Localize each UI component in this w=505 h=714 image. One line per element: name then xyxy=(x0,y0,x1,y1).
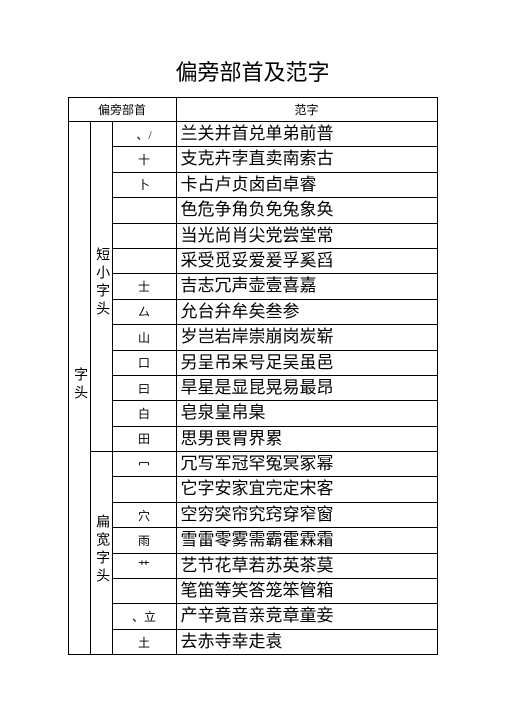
examples-cell: 皂泉皇帛臬 xyxy=(176,401,437,426)
examples-cell: 采受觅妥爱爰孚奚舀 xyxy=(176,248,437,273)
group-label: 短小字头 xyxy=(90,122,112,452)
table-row: 采受觅妥爱爰孚奚舀 xyxy=(68,248,437,273)
radical-cell: 山 xyxy=(112,325,176,350)
table-row: 穴空穷突帘究窍穿窄窗 xyxy=(68,502,437,527)
examples-cell: 去赤寺幸走袁 xyxy=(176,629,437,654)
table-row: 山岁岂岩岸崇崩岗炭崭 xyxy=(68,325,437,350)
examples-cell: 允台弁牟矣叁参 xyxy=(176,299,437,324)
examples-cell: 冗写军冠罕冤冥冢幂 xyxy=(176,452,437,477)
radical-cell: 卜 xyxy=(112,172,176,197)
table-row: 字头短小字头、/兰关并首兑单弟前普 xyxy=(68,122,437,147)
radical-cell: 十 xyxy=(112,147,176,172)
radical-cell xyxy=(112,579,176,604)
radical-cell: 、立 xyxy=(112,604,176,629)
table-row: 厶允台弁牟矣叁参 xyxy=(68,299,437,324)
radical-cell: 冖 xyxy=(112,452,176,477)
radical-cell xyxy=(112,248,176,273)
examples-cell: 旱星是显昆晃易最昂 xyxy=(176,375,437,400)
examples-cell: 色危争角负免兔象奂 xyxy=(176,198,437,223)
radical-cell: 口 xyxy=(112,350,176,375)
table-row: 曰旱星是显昆晃易最昂 xyxy=(68,375,437,400)
radical-cell: 、/ xyxy=(112,122,176,147)
examples-cell: 吉志冗声壶壹喜嘉 xyxy=(176,274,437,299)
table-row: 笔笛等笑答笼笨管箱 xyxy=(68,579,437,604)
examples-cell: 兰关并首兑单弟前普 xyxy=(176,122,437,147)
examples-cell: 支克卉孛直卖南索古 xyxy=(176,147,437,172)
radical-cell: 白 xyxy=(112,401,176,426)
examples-cell: 笔笛等笑答笼笨管箱 xyxy=(176,579,437,604)
radical-cell: 雨 xyxy=(112,528,176,553)
table-container: 偏旁部首范字字头短小字头、/兰关并首兑单弟前普十支克卉孛直卖南索古卜卡占卢贞卤卣… xyxy=(68,97,438,655)
table-row: 艹艺节花草若苏英茶莫 xyxy=(68,553,437,578)
table-row: 十支克卉孛直卖南索古 xyxy=(68,147,437,172)
radical-table: 偏旁部首范字字头短小字头、/兰关并首兑单弟前普十支克卉孛直卖南索古卜卡占卢贞卤卣… xyxy=(68,97,438,655)
examples-cell: 空穷突帘究窍穿窄窗 xyxy=(176,502,437,527)
radical-cell: 穴 xyxy=(112,502,176,527)
examples-cell: 思男畏胃界累 xyxy=(176,426,437,451)
table-row: 它字安家宜完定宋客 xyxy=(68,477,437,502)
examples-cell: 岁岂岩岸崇崩岗炭崭 xyxy=(176,325,437,350)
header-radical: 偏旁部首 xyxy=(68,98,176,122)
examples-cell: 艺节花草若苏英茶莫 xyxy=(176,553,437,578)
radical-cell: 曰 xyxy=(112,375,176,400)
table-row: 扁宽字头冖冗写军冠罕冤冥冢幂 xyxy=(68,452,437,477)
examples-cell: 雪雷零雾需霸霍霖霜 xyxy=(176,528,437,553)
group-label: 扁宽字头 xyxy=(90,452,112,655)
radical-cell: 士 xyxy=(112,274,176,299)
table-row: 土去赤寺幸走袁 xyxy=(68,629,437,654)
radical-cell: 艹 xyxy=(112,553,176,578)
radical-cell: 田 xyxy=(112,426,176,451)
table-row: 雨雪雷零雾需霸霍霖霜 xyxy=(68,528,437,553)
radical-cell xyxy=(112,198,176,223)
radical-cell: 厶 xyxy=(112,299,176,324)
table-row: 口另呈吊呆号足吴虽邑 xyxy=(68,350,437,375)
radical-cell xyxy=(112,223,176,248)
category-label: 字头 xyxy=(68,122,90,655)
table-row: 卜卡占卢贞卤卣卓睿 xyxy=(68,172,437,197)
examples-cell: 产辛竟音亲竞章童妾 xyxy=(176,604,437,629)
header-examples: 范字 xyxy=(176,98,437,122)
table-row: 、立产辛竟音亲竞章童妾 xyxy=(68,604,437,629)
table-row: 士吉志冗声壶壹喜嘉 xyxy=(68,274,437,299)
examples-cell: 卡占卢贞卤卣卓睿 xyxy=(176,172,437,197)
table-row: 当光尚肖尖党尝堂常 xyxy=(68,223,437,248)
table-row: 白皂泉皇帛臬 xyxy=(68,401,437,426)
examples-cell: 当光尚肖尖党尝堂常 xyxy=(176,223,437,248)
examples-cell: 另呈吊呆号足吴虽邑 xyxy=(176,350,437,375)
page-title: 偏旁部首及范字 xyxy=(0,55,505,87)
table-row: 田思男畏胃界累 xyxy=(68,426,437,451)
table-row: 色危争角负免兔象奂 xyxy=(68,198,437,223)
radical-cell: 土 xyxy=(112,629,176,654)
examples-cell: 它字安家宜完定宋客 xyxy=(176,477,437,502)
radical-cell xyxy=(112,477,176,502)
